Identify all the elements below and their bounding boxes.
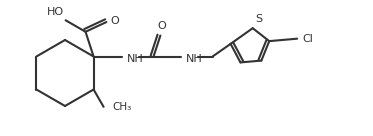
Text: Cl: Cl (302, 34, 313, 44)
Text: NH: NH (186, 55, 202, 64)
Text: NH: NH (126, 55, 143, 64)
Text: O: O (110, 16, 119, 26)
Text: O: O (157, 21, 166, 31)
Text: S: S (256, 14, 263, 24)
Text: CH₃: CH₃ (113, 102, 132, 112)
Text: HO: HO (47, 7, 64, 17)
